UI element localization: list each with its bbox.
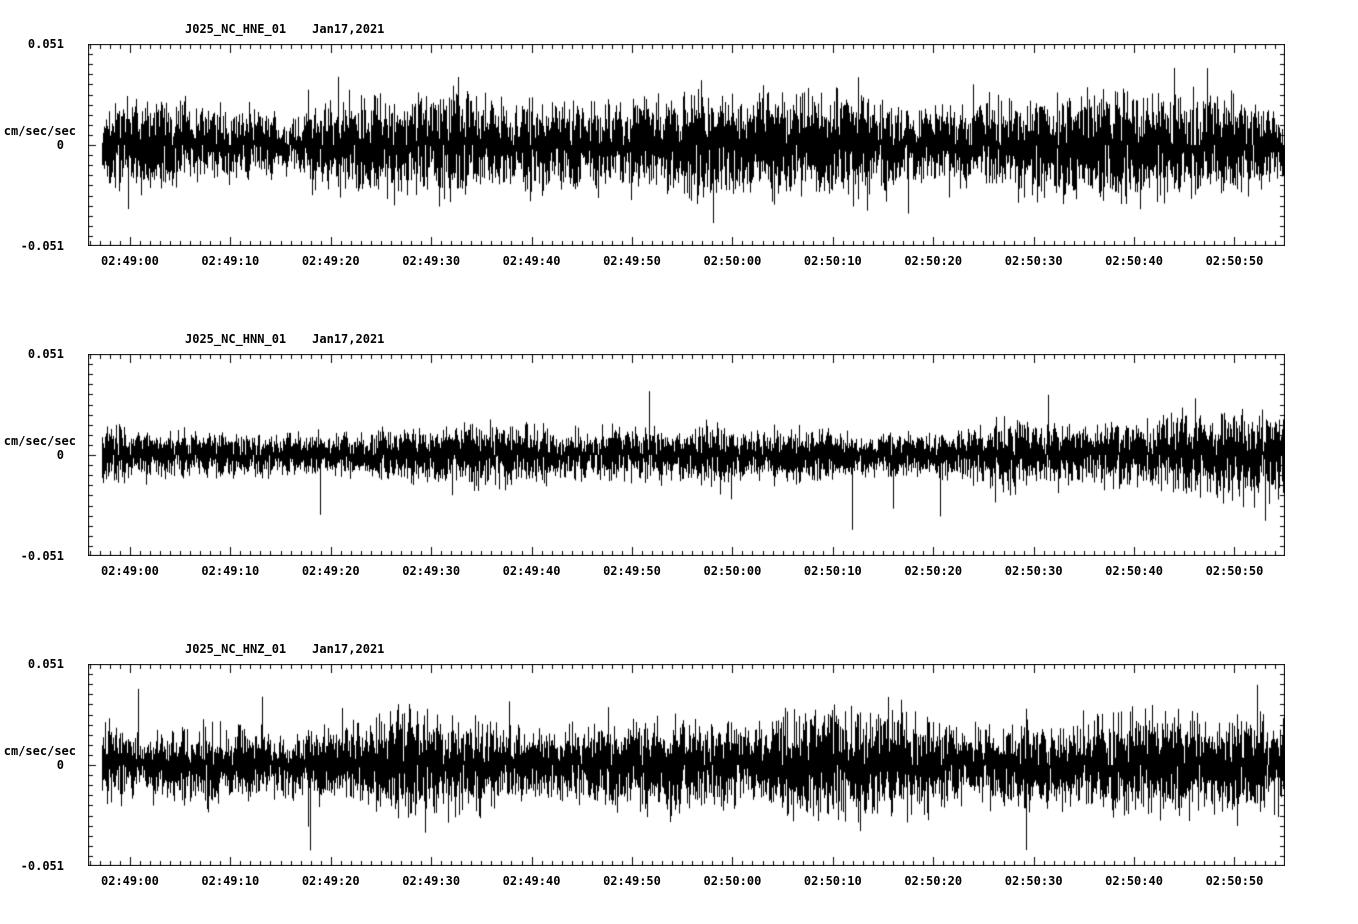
x-tick-label: 02:49:30 bbox=[402, 874, 461, 888]
y-axis-zero-label: 0 bbox=[56, 138, 64, 152]
y-axis-zero-label: 0 bbox=[56, 758, 64, 772]
x-tick-label: 02:50:00 bbox=[703, 564, 762, 578]
x-axis-labels: 02:49:00 02:49:10 02:49:20 02:49:30 02:49:40… bbox=[88, 874, 1285, 890]
panel-title: J025_NC_HNN_01 Jan17,2021 bbox=[185, 332, 384, 346]
x-tick-label: 02:49:50 bbox=[603, 564, 661, 578]
y-axis-min-label: -0.051 bbox=[20, 859, 64, 873]
x-tick-label: 02:50:30 bbox=[1004, 254, 1063, 268]
x-tick-label: 02:49:30 bbox=[402, 254, 461, 268]
date-label: Jan17,2021 bbox=[312, 22, 385, 36]
x-tick-label: 02:50:00 bbox=[703, 254, 762, 268]
x-tick-label: 02:50:40 bbox=[1105, 254, 1163, 268]
x-tick-label: 02:49:50 bbox=[603, 254, 661, 268]
y-axis-unit-label: cm/sec/sec bbox=[3, 744, 76, 758]
station-id: J025_NC_HNZ_01 bbox=[185, 642, 287, 656]
x-axis-labels: 02:49:00 02:49:10 02:49:20 02:49:30 02:49:40… bbox=[88, 564, 1285, 580]
x-tick-label: 02:49:20 bbox=[301, 254, 360, 268]
y-axis-max-label: 0.051 bbox=[27, 37, 64, 51]
y-axis-max-label: 0.051 bbox=[27, 657, 64, 671]
x-tick-label: 02:50:30 bbox=[1004, 874, 1063, 888]
trace-panel-hnz: J025_NC_HNZ_01 Jan17,2021 0.051 cm/sec/se… bbox=[0, 628, 1358, 924]
x-tick-label: 02:49:30 bbox=[402, 564, 461, 578]
x-tick-label: 02:50:20 bbox=[904, 564, 963, 578]
y-axis-min-label: -0.051 bbox=[20, 239, 64, 253]
x-tick-label: 02:49:00 bbox=[100, 254, 159, 268]
x-tick-label: 02:49:10 bbox=[201, 564, 260, 578]
trace-panel-hnn: J025_NC_HNN_01 Jan17,2021 0.051 cm/sec/se… bbox=[0, 318, 1358, 618]
x-tick-label: 02:49:10 bbox=[201, 254, 260, 268]
y-axis-min-label: -0.051 bbox=[20, 549, 64, 563]
x-tick-label: 02:50:50 bbox=[1205, 874, 1264, 888]
panel-title: J025_NC_HNE_01 Jan17,2021 bbox=[185, 22, 384, 36]
x-tick-label: 02:50:20 bbox=[904, 254, 963, 268]
y-axis-max-label: 0.051 bbox=[27, 347, 64, 361]
y-axis-unit-label: cm/sec/sec bbox=[3, 124, 76, 138]
x-tick-label: 02:50:10 bbox=[803, 564, 862, 578]
x-tick-label: 02:49:50 bbox=[603, 874, 661, 888]
x-tick-label: 02:50:50 bbox=[1205, 564, 1264, 578]
x-tick-label: 02:50:10 bbox=[803, 254, 862, 268]
x-tick-label: 02:49:40 bbox=[502, 564, 561, 578]
trace-panel-hne: J025_NC_HNE_01 Jan17,2021 0.051 cm/sec/se… bbox=[0, 8, 1358, 308]
x-tick-label: 02:49:00 bbox=[100, 564, 159, 578]
x-tick-label: 02:49:10 bbox=[201, 874, 260, 888]
waveform-canvas bbox=[88, 354, 1285, 556]
y-axis-zero-label: 0 bbox=[56, 448, 64, 462]
x-tick-label: 02:50:20 bbox=[904, 874, 963, 888]
y-axis-unit-label: cm/sec/sec bbox=[3, 434, 76, 448]
x-tick-label: 02:49:40 bbox=[502, 254, 561, 268]
waveform-plot bbox=[88, 664, 1285, 866]
x-tick-label: 02:50:10 bbox=[803, 874, 862, 888]
x-tick-label: 02:49:20 bbox=[301, 874, 360, 888]
date-label: Jan17,2021 bbox=[312, 332, 385, 346]
x-tick-label: 02:50:40 bbox=[1105, 874, 1163, 888]
panel-title: J025_NC_HNZ_01 Jan17,2021 bbox=[185, 642, 384, 656]
station-id: J025_NC_HNN_01 bbox=[185, 332, 287, 346]
waveform-canvas bbox=[88, 664, 1285, 866]
station-id: J025_NC_HNE_01 bbox=[185, 22, 287, 36]
x-tick-label: 02:50:50 bbox=[1205, 254, 1264, 268]
x-tick-label: 02:50:00 bbox=[703, 874, 762, 888]
x-tick-label: 02:50:30 bbox=[1004, 564, 1063, 578]
x-axis-labels: 02:49:00 02:49:10 02:49:20 02:49:30 02:49:40… bbox=[88, 254, 1285, 270]
x-tick-label: 02:50:40 bbox=[1105, 564, 1163, 578]
waveform-plot bbox=[88, 354, 1285, 556]
waveform-plot bbox=[88, 44, 1285, 246]
x-tick-label: 02:49:40 bbox=[502, 874, 561, 888]
date-label: Jan17,2021 bbox=[312, 642, 385, 656]
x-tick-label: 02:49:20 bbox=[301, 564, 360, 578]
x-tick-label: 02:49:00 bbox=[100, 874, 159, 888]
waveform-canvas bbox=[88, 44, 1285, 246]
